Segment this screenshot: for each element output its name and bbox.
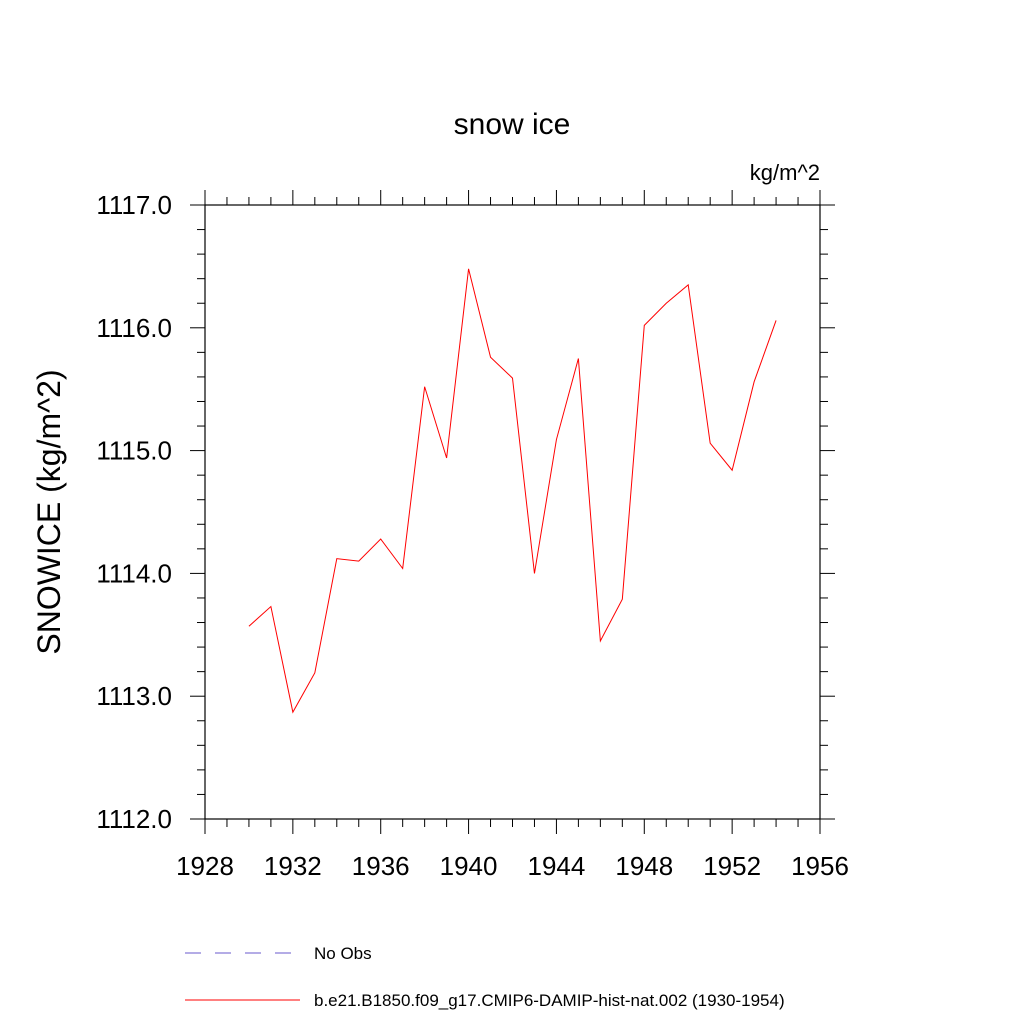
x-tick-label: 1936 — [352, 851, 410, 881]
legend-label-model: b.e21.B1850.f09_g17.CMIP6-DAMIP-hist-nat… — [314, 991, 785, 1010]
y-tick-label: 1114.0 — [96, 558, 172, 588]
x-tick-label: 1948 — [615, 851, 673, 881]
units-label: kg/m^2 — [750, 160, 820, 185]
chart-title: snow ice — [454, 108, 571, 141]
y-tick-label: 1116.0 — [96, 313, 172, 343]
minor-ticks — [197, 197, 828, 827]
x-tick-label: 1956 — [791, 851, 849, 881]
legend-label-no-obs: No Obs — [314, 944, 372, 963]
legend: No Obs b.e21.B1850.f09_g17.CMIP6-DAMIP-h… — [185, 944, 785, 1010]
y-tick-label: 1117.0 — [96, 190, 172, 220]
x-tick-labels: 1928 1932 1936 1940 1944 1948 1952 1956 — [176, 851, 849, 881]
series-group — [248, 268, 777, 714]
y-tick-labels: 1112.0 1113.0 1114.0 1115.0 1116.0 1117.0 — [96, 190, 172, 834]
x-tick-label: 1944 — [528, 851, 586, 881]
major-ticks — [190, 190, 835, 834]
y-axis-label: SNOWICE (kg/m^2) — [31, 369, 67, 654]
y-tick-label: 1115.0 — [96, 436, 172, 466]
x-tick-label: 1928 — [176, 851, 234, 881]
plot-frame — [204, 204, 821, 820]
x-tick-label: 1940 — [440, 851, 498, 881]
y-tick-label: 1113.0 — [96, 681, 172, 711]
x-tick-label: 1952 — [703, 851, 761, 881]
x-tick-label: 1932 — [264, 851, 322, 881]
y-tick-label: 1112.0 — [96, 804, 172, 834]
series-line-0 — [248, 268, 777, 714]
